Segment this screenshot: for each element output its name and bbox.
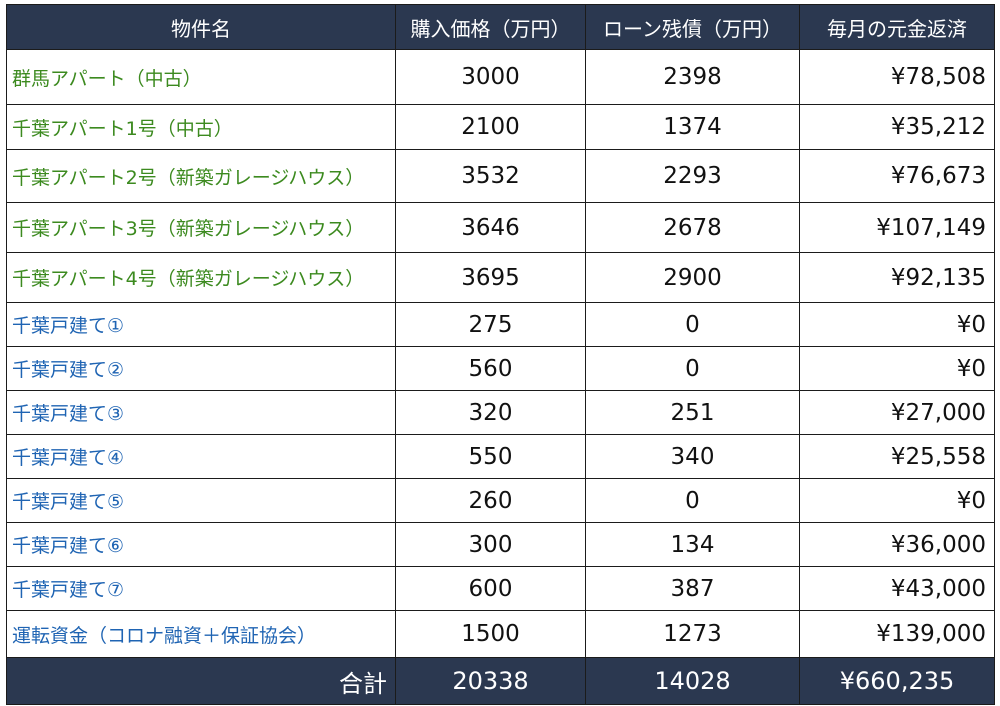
loan-balance-cell: 340 bbox=[585, 434, 800, 479]
table-row: 千葉戸建て⑤ 260 0 ¥0 bbox=[6, 478, 995, 523]
total-label: 合計 bbox=[6, 657, 396, 705]
table-row: 千葉アパート2号（新築ガレージハウス） 3532 2293 ¥76,673 bbox=[6, 149, 995, 203]
monthly-principal-cell: ¥43,000 bbox=[799, 566, 995, 611]
purchase-price-cell: 3000 bbox=[395, 49, 586, 105]
property-name-cell: 千葉戸建て① bbox=[6, 302, 396, 347]
property-name-cell: 千葉戸建て④ bbox=[6, 434, 396, 479]
table-row: 千葉戸建て⑥ 300 134 ¥36,000 bbox=[6, 522, 995, 567]
monthly-principal-cell: ¥139,000 bbox=[799, 610, 995, 658]
table-row: 千葉戸建て③ 320 251 ¥27,000 bbox=[6, 390, 995, 435]
purchase-price-cell: 3646 bbox=[395, 202, 586, 253]
property-name-cell: 千葉戸建て⑥ bbox=[6, 522, 396, 567]
property-name-cell: 群馬アパート（中古） bbox=[6, 49, 396, 105]
header-row: 物件名 購入価格（万円） ローン残債（万円） 毎月の元金返済 bbox=[6, 4, 995, 50]
monthly-principal-cell: ¥35,212 bbox=[799, 104, 995, 150]
loan-balance-cell: 2900 bbox=[585, 252, 800, 303]
property-name-cell: 千葉戸建て⑦ bbox=[6, 566, 396, 611]
loan-balance-cell: 0 bbox=[585, 302, 800, 347]
monthly-principal-cell: ¥76,673 bbox=[799, 149, 995, 203]
property-name-cell: 千葉アパート4号（新築ガレージハウス） bbox=[6, 252, 396, 303]
property-name-cell: 運転資金（コロナ融資＋保証協会） bbox=[6, 610, 396, 658]
monthly-principal-cell: ¥36,000 bbox=[799, 522, 995, 567]
table-row: 群馬アパート（中古） 3000 2398 ¥78,508 bbox=[6, 49, 995, 105]
loan-balance-cell: 2293 bbox=[585, 149, 800, 203]
purchase-price-cell: 550 bbox=[395, 434, 586, 479]
column-header-monthly-principal: 毎月の元金返済 bbox=[799, 4, 995, 50]
loan-balance-cell: 134 bbox=[585, 522, 800, 567]
purchase-price-cell: 600 bbox=[395, 566, 586, 611]
column-header-purchase-price: 購入価格（万円） bbox=[395, 4, 586, 50]
purchase-price-cell: 260 bbox=[395, 478, 586, 523]
purchase-price-cell: 3532 bbox=[395, 149, 586, 203]
column-header-loan-balance: ローン残債（万円） bbox=[585, 4, 800, 50]
monthly-principal-cell: ¥107,149 bbox=[799, 202, 995, 253]
property-name-cell: 千葉アパート3号（新築ガレージハウス） bbox=[6, 202, 396, 253]
property-name-cell: 千葉アパート2号（新築ガレージハウス） bbox=[6, 149, 396, 203]
purchase-price-cell: 560 bbox=[395, 346, 586, 391]
purchase-price-cell: 300 bbox=[395, 522, 586, 567]
monthly-principal-cell: ¥78,508 bbox=[799, 49, 995, 105]
purchase-price-cell: 2100 bbox=[395, 104, 586, 150]
property-name-cell: 千葉戸建て② bbox=[6, 346, 396, 391]
loan-balance-cell: 0 bbox=[585, 346, 800, 391]
monthly-principal-cell: ¥0 bbox=[799, 302, 995, 347]
loan-balance-cell: 2398 bbox=[585, 49, 800, 105]
loan-balance-cell: 0 bbox=[585, 478, 800, 523]
monthly-principal-cell: ¥92,135 bbox=[799, 252, 995, 303]
purchase-price-cell: 1500 bbox=[395, 610, 586, 658]
table-row: 千葉戸建て② 560 0 ¥0 bbox=[6, 346, 995, 391]
loan-balance-cell: 387 bbox=[585, 566, 800, 611]
property-table: 物件名 購入価格（万円） ローン残債（万円） 毎月の元金返済 群馬アパート（中古… bbox=[6, 4, 995, 705]
loan-balance-cell: 251 bbox=[585, 390, 800, 435]
purchase-price-cell: 3695 bbox=[395, 252, 586, 303]
purchase-price-cell: 320 bbox=[395, 390, 586, 435]
table-row: 千葉アパート4号（新築ガレージハウス） 3695 2900 ¥92,135 bbox=[6, 252, 995, 303]
property-name-cell: 千葉戸建て⑤ bbox=[6, 478, 396, 523]
total-monthly: ¥660,235 bbox=[799, 657, 995, 705]
total-price: 20338 bbox=[395, 657, 586, 705]
loan-balance-cell: 1273 bbox=[585, 610, 800, 658]
loan-balance-cell: 1374 bbox=[585, 104, 800, 150]
monthly-principal-cell: ¥0 bbox=[799, 478, 995, 523]
monthly-principal-cell: ¥27,000 bbox=[799, 390, 995, 435]
total-row: 合計 20338 14028 ¥660,235 bbox=[6, 657, 995, 705]
total-loan: 14028 bbox=[585, 657, 800, 705]
table-row: 千葉戸建て① 275 0 ¥0 bbox=[6, 302, 995, 347]
table-row: 運転資金（コロナ融資＋保証協会） 1500 1273 ¥139,000 bbox=[6, 610, 995, 658]
table-row: 千葉アパート3号（新築ガレージハウス） 3646 2678 ¥107,149 bbox=[6, 202, 995, 253]
property-name-cell: 千葉アパート1号（中古） bbox=[6, 104, 396, 150]
monthly-principal-cell: ¥0 bbox=[799, 346, 995, 391]
purchase-price-cell: 275 bbox=[395, 302, 586, 347]
table-row: 千葉戸建て⑦ 600 387 ¥43,000 bbox=[6, 566, 995, 611]
table-row: 千葉アパート1号（中古） 2100 1374 ¥35,212 bbox=[6, 104, 995, 150]
monthly-principal-cell: ¥25,558 bbox=[799, 434, 995, 479]
loan-balance-cell: 2678 bbox=[585, 202, 800, 253]
column-header-property-name: 物件名 bbox=[6, 4, 396, 50]
property-name-cell: 千葉戸建て③ bbox=[6, 390, 396, 435]
table-row: 千葉戸建て④ 550 340 ¥25,558 bbox=[6, 434, 995, 479]
